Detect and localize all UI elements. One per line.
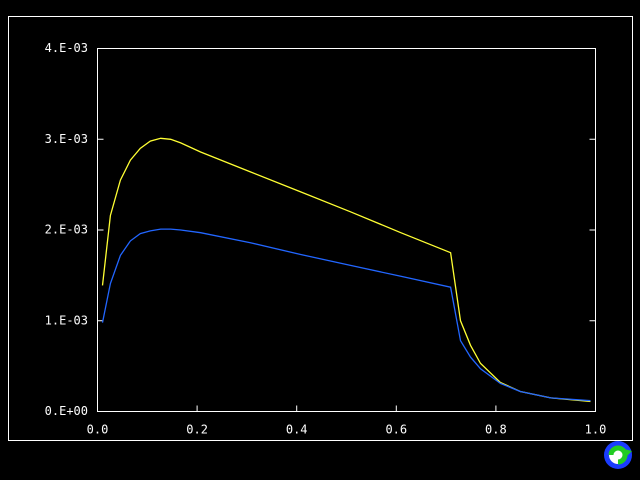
- app-icon: [604, 441, 632, 469]
- y-tick-label: 0.E+00: [45, 404, 88, 418]
- y-tick-label: 4.E-03: [45, 41, 88, 55]
- x-tick-label: 1.0: [585, 423, 607, 437]
- y-tick-label: 3.E-03: [45, 132, 88, 146]
- plot-frame: [97, 48, 596, 412]
- x-tick-label: 0.6: [385, 423, 407, 437]
- x-tick-label: 0.2: [186, 423, 208, 437]
- y-tick-label: 2.E-03: [45, 223, 88, 237]
- x-tick-label: 0.4: [286, 423, 308, 437]
- data-line: [101, 137, 591, 403]
- outer-frame: [8, 16, 633, 441]
- y-tick-label: 1.E-03: [45, 313, 88, 327]
- x-tick-label: 0.0: [87, 423, 109, 437]
- data-line: [101, 228, 591, 402]
- x-tick-label: 0.8: [485, 423, 507, 437]
